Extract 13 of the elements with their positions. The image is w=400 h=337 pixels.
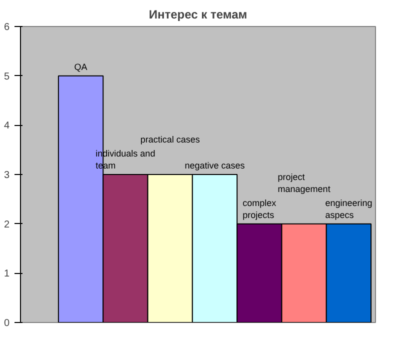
- y-tick-label: 2: [4, 219, 10, 230]
- x-tick-label: negative cases: [184, 160, 246, 170]
- y-tick-label: 1: [4, 268, 10, 280]
- y-tick-label: 6: [4, 22, 10, 33]
- y-tick-label: 3: [4, 170, 10, 181]
- y-tick-label: 0: [4, 318, 10, 329]
- x-tick-label: engineering aspecs: [325, 198, 372, 220]
- chart-title: Интерес к темам: [148, 8, 248, 22]
- x-tick-label: complex projects: [242, 198, 277, 220]
- x-tick-label: QA: [74, 62, 88, 72]
- x-tick-label: practical cases: [140, 134, 200, 144]
- y-tick-label: 4: [4, 120, 10, 132]
- y-tick-label: 5: [4, 71, 10, 82]
